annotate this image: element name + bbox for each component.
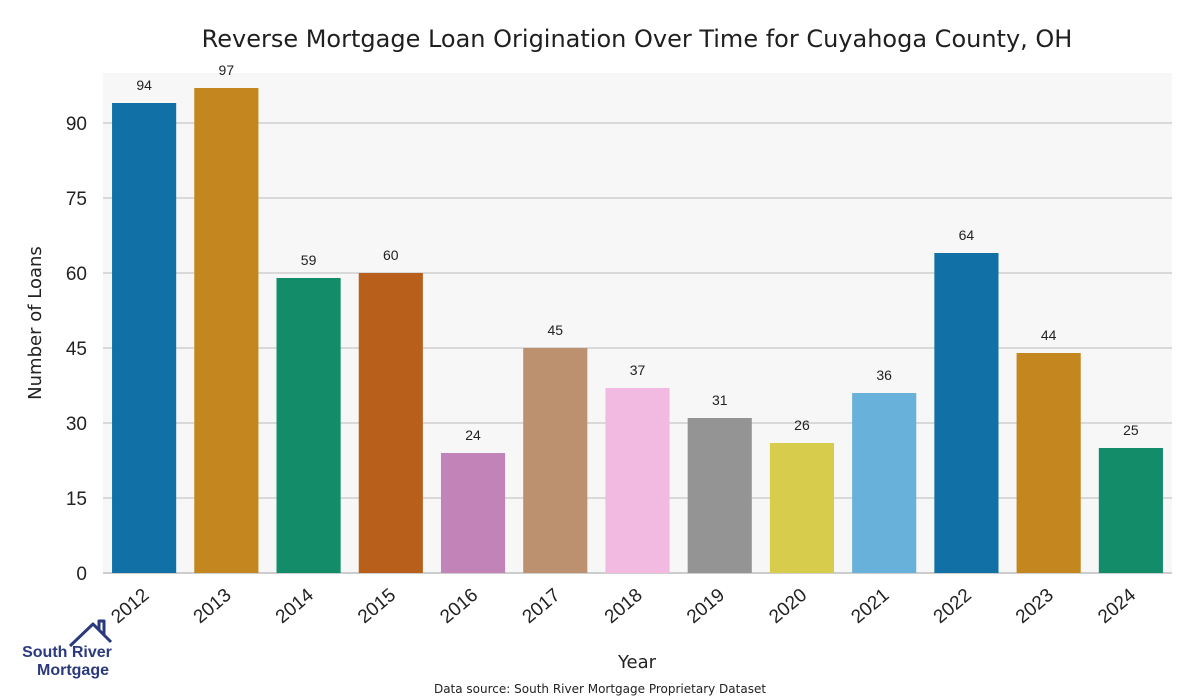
data-label-2022: 64 [959, 227, 975, 243]
x-axis-label: Year [617, 652, 657, 673]
x-tick-label-2014: 2014 [272, 584, 318, 628]
house-roof-icon [68, 619, 113, 648]
bar-2012 [112, 103, 177, 573]
data-label-2019: 31 [712, 392, 728, 408]
data-label-2024: 25 [1123, 422, 1139, 438]
x-tick-label-2022: 2022 [930, 585, 976, 628]
data-label-2021: 36 [876, 367, 892, 383]
y-tick-label: 0 [76, 564, 87, 585]
logo-line-1: South River [22, 644, 112, 661]
data-label-2020: 26 [794, 417, 810, 433]
data-label-2018: 37 [630, 362, 646, 378]
company-logo: South River Mortgage [22, 619, 113, 679]
x-tick-label-2015: 2015 [354, 585, 400, 628]
bars [112, 88, 1163, 573]
data-label-2017: 45 [547, 322, 563, 338]
data-label-2016: 24 [465, 427, 481, 443]
y-tick-label: 75 [66, 189, 87, 210]
bar-2017 [523, 348, 588, 573]
y-axis-ticks: 0 15 30 45 60 75 90 [66, 114, 87, 585]
data-label-2012: 94 [136, 77, 152, 93]
x-tick-label-2012: 2012 [107, 585, 153, 628]
y-axis-label: Number of Loans [25, 246, 46, 400]
x-tick-label-2019: 2019 [683, 585, 729, 628]
y-tick-label: 45 [66, 339, 87, 360]
y-tick-label: 15 [66, 489, 87, 510]
bar-2022 [934, 253, 999, 573]
x-tick-label-2017: 2017 [519, 585, 565, 628]
x-tick-label-2018: 2018 [601, 585, 647, 628]
bar-2015 [358, 273, 423, 573]
bar-2018 [605, 388, 670, 573]
x-tick-label-2020: 2020 [765, 585, 811, 628]
data-label-2014: 59 [301, 252, 317, 268]
logo-line-2: Mortgage [37, 662, 109, 679]
bar-2021 [852, 393, 917, 573]
data-source: Data source: South River Mortgage Propri… [434, 682, 766, 696]
bar-2014 [276, 278, 341, 573]
bar-2020 [769, 443, 835, 573]
x-axis-ticks: 2012 2013 2014 2015 2016 2017 2018 2019 2020 2021… [107, 584, 1140, 628]
y-tick-label: 30 [66, 414, 87, 435]
x-tick-label-2021: 2021 [848, 585, 894, 628]
data-label-2023: 44 [1041, 327, 1057, 343]
x-tick-label-2013: 2013 [190, 585, 236, 628]
data-label-2013: 97 [219, 62, 235, 78]
data-labels: 94 97 59 60 24 45 37 31 26 36 64 44 25 [136, 62, 1139, 443]
bar-2024 [1098, 448, 1163, 573]
bar-2013 [194, 88, 259, 573]
bar-2023 [1016, 353, 1081, 573]
x-tick-label-2023: 2023 [1012, 585, 1058, 628]
bar-2019 [687, 418, 752, 573]
chart-title: Reverse Mortgage Loan Origination Over T… [202, 25, 1073, 53]
data-label-2015: 60 [383, 247, 399, 263]
x-tick-label-2016: 2016 [436, 585, 482, 628]
x-tick-label-2024: 2024 [1094, 584, 1140, 628]
y-tick-label: 90 [66, 114, 87, 135]
bar-2016 [440, 453, 506, 573]
y-tick-label: 60 [66, 264, 87, 285]
